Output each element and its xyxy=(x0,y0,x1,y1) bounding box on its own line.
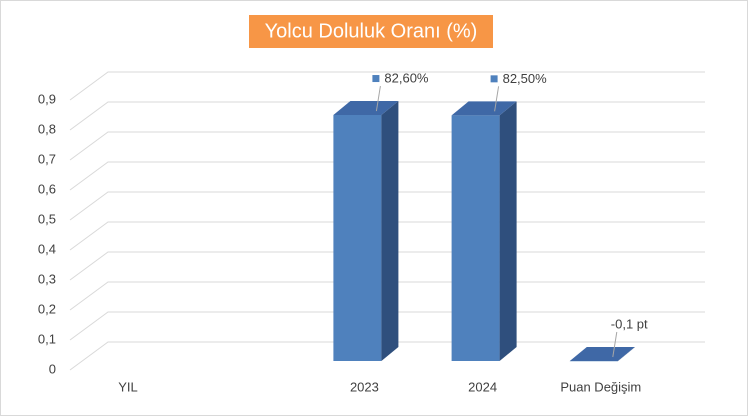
label-key xyxy=(490,75,498,83)
bar-top xyxy=(451,101,517,116)
y-tick-label: 0,9 xyxy=(38,91,56,106)
grid-line xyxy=(69,71,705,101)
data-label: -0,1 pt xyxy=(611,316,648,331)
y-tick-label: 0,6 xyxy=(38,181,56,196)
bar-side xyxy=(381,101,399,361)
x-tick-label: 2023 xyxy=(350,379,379,394)
bar xyxy=(569,347,635,362)
y-tick-label: 0,4 xyxy=(38,241,56,256)
title-box xyxy=(249,15,493,48)
bar-side xyxy=(617,347,635,362)
bar xyxy=(451,101,517,361)
y-tick-label: 0,3 xyxy=(38,271,56,286)
leader-line xyxy=(494,86,500,112)
bar-top xyxy=(333,101,399,116)
y-tick-label: 0,7 xyxy=(38,151,56,166)
bar-top xyxy=(569,347,635,361)
bar xyxy=(333,101,399,361)
x-tick-label: 2024 xyxy=(468,379,497,394)
y-tick-label: 0,8 xyxy=(38,121,56,136)
bar-front xyxy=(333,115,382,361)
y-tick-label: 0,1 xyxy=(38,331,56,346)
leader-line xyxy=(375,85,381,112)
bar-front xyxy=(451,115,500,361)
label-key xyxy=(372,75,380,83)
data-label: 82,50% xyxy=(503,71,548,86)
x-tick-label: YIL xyxy=(118,379,138,394)
y-tick-label: 0,5 xyxy=(38,211,56,226)
y-tick-label: 0,2 xyxy=(38,301,56,316)
x-tick-label: Puan Değişim xyxy=(560,379,641,394)
bar-side xyxy=(499,101,517,361)
leader-line xyxy=(612,331,618,358)
chart-title: Yolcu Doluluk Oranı (%) xyxy=(265,20,478,42)
y-tick-label: 0 xyxy=(49,361,56,376)
data-label: 82,60% xyxy=(384,70,429,85)
